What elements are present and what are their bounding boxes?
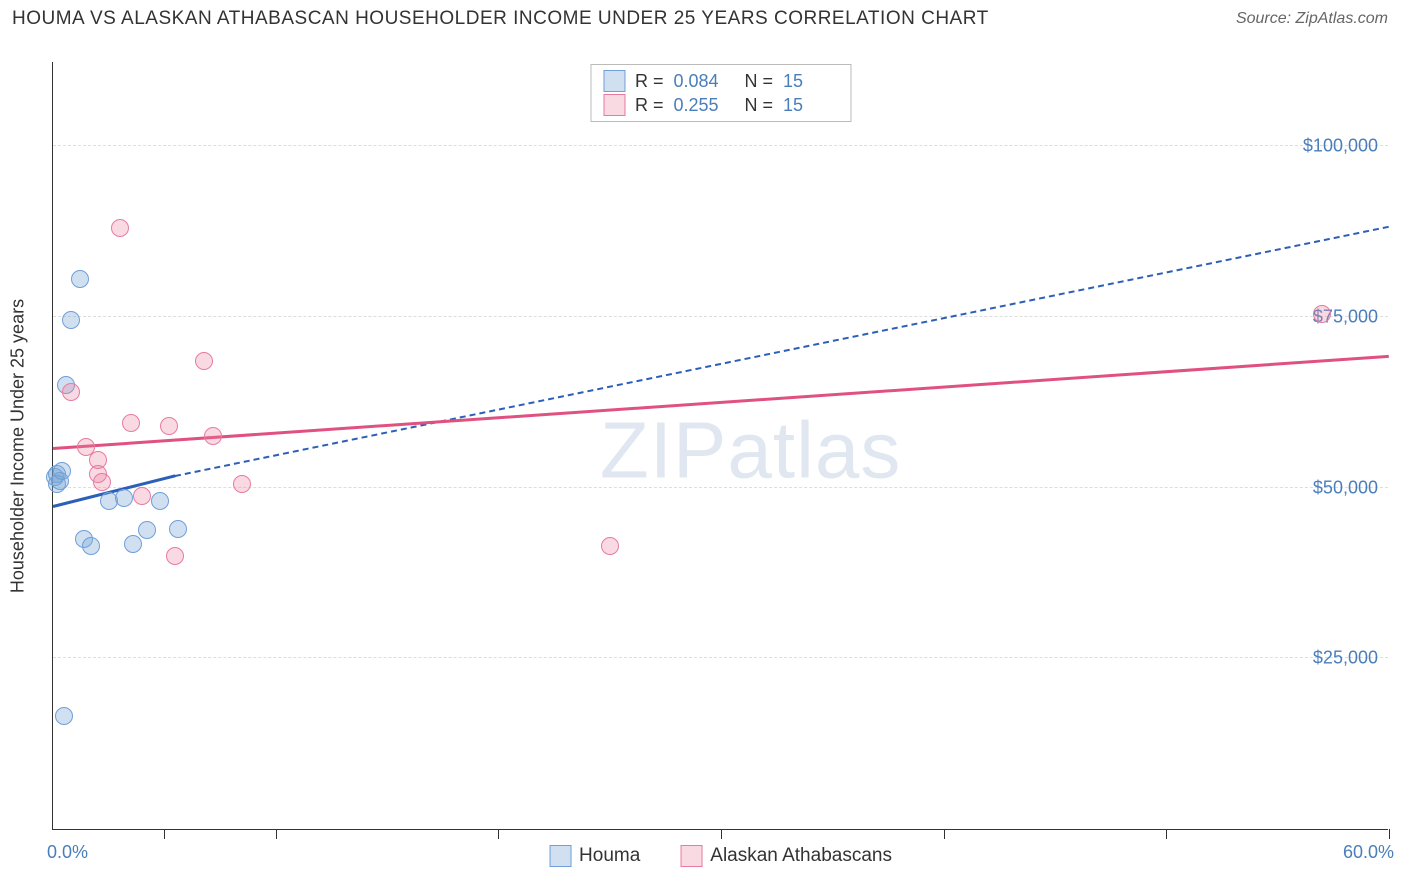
watermark: ZIPatlas [600, 404, 901, 496]
legend-row-athabascan: R = 0.255 N = 15 [599, 93, 842, 117]
data-point [233, 475, 251, 493]
legend-r-label: R = [635, 71, 664, 92]
data-point [204, 427, 222, 445]
data-point [160, 417, 178, 435]
data-point [111, 219, 129, 237]
x-tick [721, 829, 722, 839]
y-axis-title: Householder Income Under 25 years [8, 299, 29, 593]
gridline [53, 487, 1388, 488]
data-point [1313, 305, 1331, 323]
x-tick [1166, 829, 1167, 839]
swatch-athabascan [680, 845, 702, 867]
data-point [151, 492, 169, 510]
data-point [55, 707, 73, 725]
data-point [122, 414, 140, 432]
swatch-houma [603, 70, 625, 92]
x-tick [944, 829, 945, 839]
data-point [169, 520, 187, 538]
legend-n-value: 15 [783, 95, 838, 116]
data-point [138, 521, 156, 539]
legend-label: Houma [579, 845, 640, 867]
data-point [115, 489, 133, 507]
gridline [53, 145, 1388, 146]
data-point [601, 537, 619, 555]
legend-n-label: N = [745, 71, 774, 92]
legend-item-athabascan: Alaskan Athabascans [680, 845, 892, 867]
plot-area: ZIPatlas R = 0.084 N = 15 R = 0.255 N = … [52, 62, 1388, 830]
data-point [93, 473, 111, 491]
legend-r-value: 0.084 [674, 71, 729, 92]
trend-line [175, 226, 1389, 477]
legend-r-value: 0.255 [674, 95, 729, 116]
swatch-athabascan [603, 94, 625, 116]
chart-source: Source: ZipAtlas.com [1236, 10, 1388, 28]
legend-item-houma: Houma [549, 845, 640, 867]
data-point [133, 487, 151, 505]
data-point [195, 352, 213, 370]
x-tick [164, 829, 165, 839]
x-tick [276, 829, 277, 839]
data-point [62, 383, 80, 401]
legend-label: Alaskan Athabascans [710, 845, 892, 867]
correlation-legend: R = 0.084 N = 15 R = 0.255 N = 15 [590, 64, 851, 122]
y-tick-label: $25,000 [1313, 648, 1378, 669]
swatch-houma [549, 845, 571, 867]
y-tick-label: $50,000 [1313, 477, 1378, 498]
data-point [62, 311, 80, 329]
series-legend: Houma Alaskan Athabascans [549, 845, 892, 867]
gridline [53, 316, 1388, 317]
x-tick [1389, 829, 1390, 839]
chart-title: HOUMA VS ALASKAN ATHABASCAN HOUSEHOLDER … [12, 8, 989, 30]
data-point [166, 547, 184, 565]
x-axis-min-label: 0.0% [47, 842, 88, 863]
data-point [53, 462, 71, 480]
x-tick [498, 829, 499, 839]
legend-n-value: 15 [783, 71, 838, 92]
legend-r-label: R = [635, 95, 664, 116]
x-axis-max-label: 60.0% [1343, 842, 1394, 863]
gridline [53, 657, 1388, 658]
trend-line [53, 355, 1389, 450]
y-tick-label: $100,000 [1303, 136, 1378, 157]
legend-n-label: N = [745, 95, 774, 116]
data-point [82, 537, 100, 555]
data-point [71, 270, 89, 288]
legend-row-houma: R = 0.084 N = 15 [599, 69, 842, 93]
data-point [124, 535, 142, 553]
